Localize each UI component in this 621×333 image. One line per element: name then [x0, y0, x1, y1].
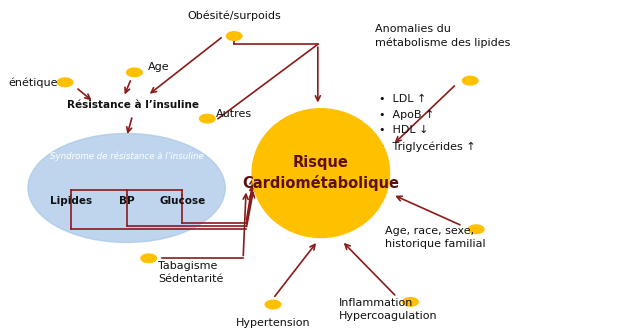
Circle shape — [463, 76, 478, 85]
Text: Autres: Autres — [216, 109, 252, 119]
Text: Hypertension: Hypertension — [236, 318, 310, 328]
Circle shape — [127, 68, 142, 77]
Text: Lipides: Lipides — [50, 196, 92, 206]
Text: Age: Age — [148, 62, 169, 73]
Circle shape — [57, 78, 73, 87]
Text: Age, race, sexe,
historique familial: Age, race, sexe, historique familial — [386, 226, 486, 249]
Circle shape — [141, 254, 156, 263]
Ellipse shape — [28, 134, 225, 242]
Circle shape — [468, 225, 484, 233]
Text: Risque
Cardiométabolique: Risque Cardiométabolique — [242, 155, 399, 191]
Text: Obésité/surpoids: Obésité/surpoids — [188, 10, 281, 21]
Ellipse shape — [252, 109, 389, 237]
Text: BP: BP — [119, 196, 134, 206]
Text: Anomalies du
métabolisme des lipides: Anomalies du métabolisme des lipides — [374, 24, 510, 48]
Text: •  LDL ↑
•  ApoB ↑
•  HDL ↓
•  Triglycérides ↑: • LDL ↑ • ApoB ↑ • HDL ↓ • Triglycérides… — [379, 94, 476, 152]
Text: Résistance à l’insuline: Résistance à l’insuline — [66, 101, 199, 111]
Text: énétique: énétique — [8, 77, 58, 88]
Circle shape — [402, 298, 418, 306]
Text: Glucose: Glucose — [159, 196, 206, 206]
Text: Syndrome de résistance à l’insuline: Syndrome de résistance à l’insuline — [50, 152, 204, 162]
Circle shape — [265, 300, 281, 309]
Text: Tabagisme
Sédentarité: Tabagisme Sédentarité — [158, 261, 224, 284]
Circle shape — [199, 114, 215, 123]
Circle shape — [227, 32, 242, 40]
Text: Inflammation
Hypercoagulation: Inflammation Hypercoagulation — [338, 298, 437, 321]
